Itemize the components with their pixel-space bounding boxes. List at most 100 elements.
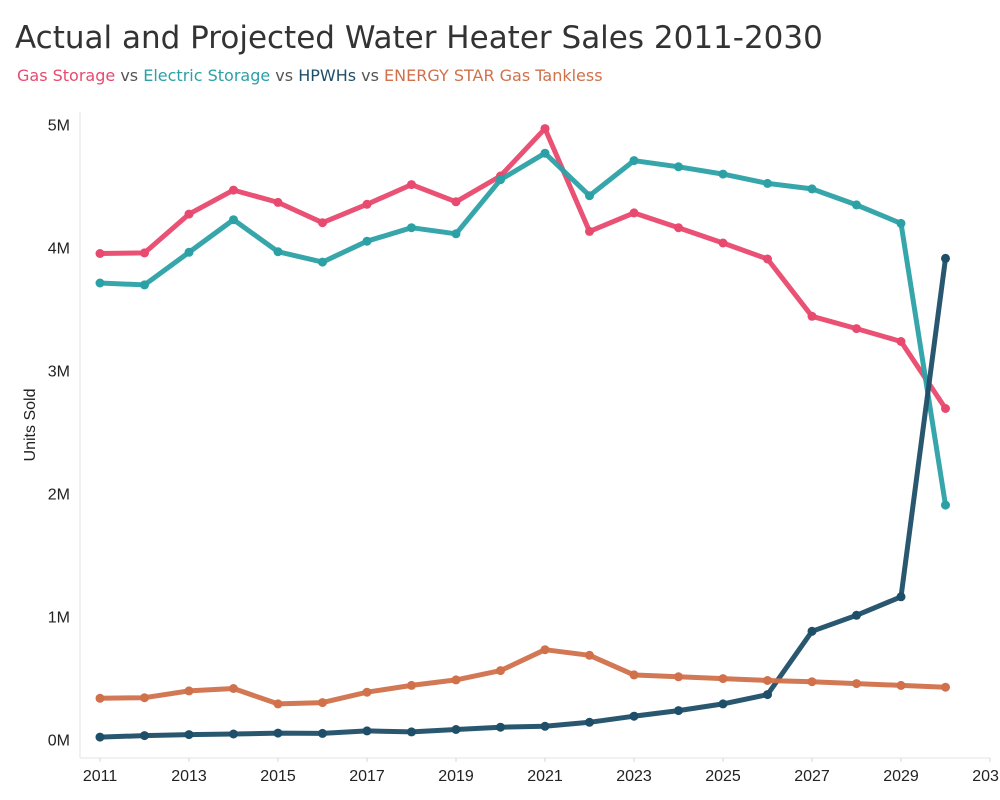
data-point: [629, 208, 639, 218]
data-point: [451, 725, 461, 734]
data-point: [629, 670, 639, 680]
legend-entry: Electric Storage: [143, 66, 271, 85]
x-tick-label: 2027: [794, 768, 830, 785]
chart-title: Actual and Projected Water Heater Sales …: [15, 20, 823, 56]
series-line: [97, 647, 948, 707]
data-point: [407, 180, 416, 190]
data-point: [451, 675, 461, 685]
data-point: [95, 693, 105, 703]
data-point: [95, 249, 105, 258]
data-point: [763, 254, 772, 264]
series-line: [97, 126, 948, 411]
data-point: [496, 722, 505, 732]
data-point: [229, 215, 238, 225]
data-point: [496, 666, 505, 676]
series-layer: [95, 124, 950, 742]
data-point: [273, 247, 283, 257]
x-tick-label: 2019: [438, 768, 474, 785]
data-point: [585, 191, 594, 201]
data-point: [184, 247, 194, 257]
data-point: [896, 680, 906, 690]
data-point: [496, 175, 505, 185]
data-point: [318, 218, 327, 228]
data-point: [941, 682, 950, 692]
data-point: [229, 729, 238, 739]
data-point: [184, 730, 194, 740]
data-point: [184, 686, 194, 696]
series-line: [97, 150, 948, 508]
subtitle-separator: vs: [115, 66, 144, 85]
data-point: [362, 199, 372, 209]
data-point: [362, 726, 372, 736]
y-tick-label: 2M: [48, 486, 70, 503]
y-tick-label: 5M: [48, 117, 70, 134]
data-point: [273, 699, 283, 709]
legend-entry: Gas Storage: [17, 66, 116, 85]
data-point: [140, 693, 149, 703]
data-point: [941, 500, 950, 510]
chart-axes: 0M 1M 2M 3M 4M 5M 2011 2013 2015 2017 2019 2021 2023…: [22, 112, 1000, 785]
data-point: [674, 223, 683, 233]
y-axis-title: Units Sold: [22, 389, 39, 462]
data-point: [718, 169, 728, 179]
data-point: [140, 731, 149, 741]
data-point: [941, 253, 950, 263]
x-tick-label: 2015: [260, 768, 296, 785]
data-point: [407, 223, 416, 233]
data-point: [540, 124, 550, 134]
legend-entry: HPWHs: [298, 66, 357, 85]
data-point: [362, 236, 372, 246]
x-tick-label: 2031: [972, 768, 1000, 785]
data-point: [451, 197, 461, 207]
data-point: [540, 645, 550, 655]
data-point: [585, 717, 594, 727]
data-point: [95, 278, 105, 288]
data-point: [807, 626, 817, 636]
y-tick-label: 4M: [48, 240, 70, 257]
data-point: [184, 209, 194, 219]
y-tick-label: 0M: [48, 733, 70, 750]
y-tick-label: 1M: [48, 609, 70, 626]
series-hpwhs: [95, 253, 950, 742]
y-tick-label: 3M: [48, 363, 70, 380]
data-point: [896, 218, 906, 228]
data-point: [807, 311, 817, 321]
data-point: [318, 257, 327, 267]
data-point: [629, 711, 639, 721]
data-point: [763, 178, 772, 188]
data-point: [140, 280, 149, 290]
x-tick-label: 2017: [349, 768, 385, 785]
data-point: [407, 680, 416, 690]
x-tick-label: 2029: [883, 768, 919, 785]
data-point: [674, 706, 683, 716]
x-tick-label: 2021: [527, 768, 563, 785]
data-point: [362, 687, 372, 697]
data-point: [407, 727, 416, 737]
data-point: [852, 679, 861, 689]
data-point: [674, 162, 683, 172]
data-point: [229, 185, 238, 195]
data-point: [451, 229, 461, 239]
data-point: [852, 200, 861, 210]
data-point: [807, 184, 817, 194]
data-point: [718, 699, 728, 709]
data-point: [852, 610, 861, 620]
data-point: [318, 698, 327, 708]
chart-subtitle: Gas Storage vs Electric Storage vs HPWHs…: [17, 66, 603, 85]
data-point: [585, 650, 594, 660]
series-line: [97, 255, 948, 740]
data-point: [852, 324, 861, 334]
data-point: [629, 156, 639, 166]
data-point: [941, 404, 950, 413]
series-gas-storage: [95, 124, 950, 413]
data-point: [674, 672, 683, 682]
data-point: [763, 690, 772, 700]
data-point: [763, 676, 772, 685]
x-tick-label: 2013: [171, 768, 207, 785]
x-tick-label: 2025: [705, 768, 741, 785]
subtitle-separator: vs: [356, 66, 385, 85]
data-point: [718, 238, 728, 248]
data-point: [807, 677, 817, 687]
series-energy-star-gas-tankless: [95, 645, 950, 709]
data-point: [318, 728, 327, 738]
